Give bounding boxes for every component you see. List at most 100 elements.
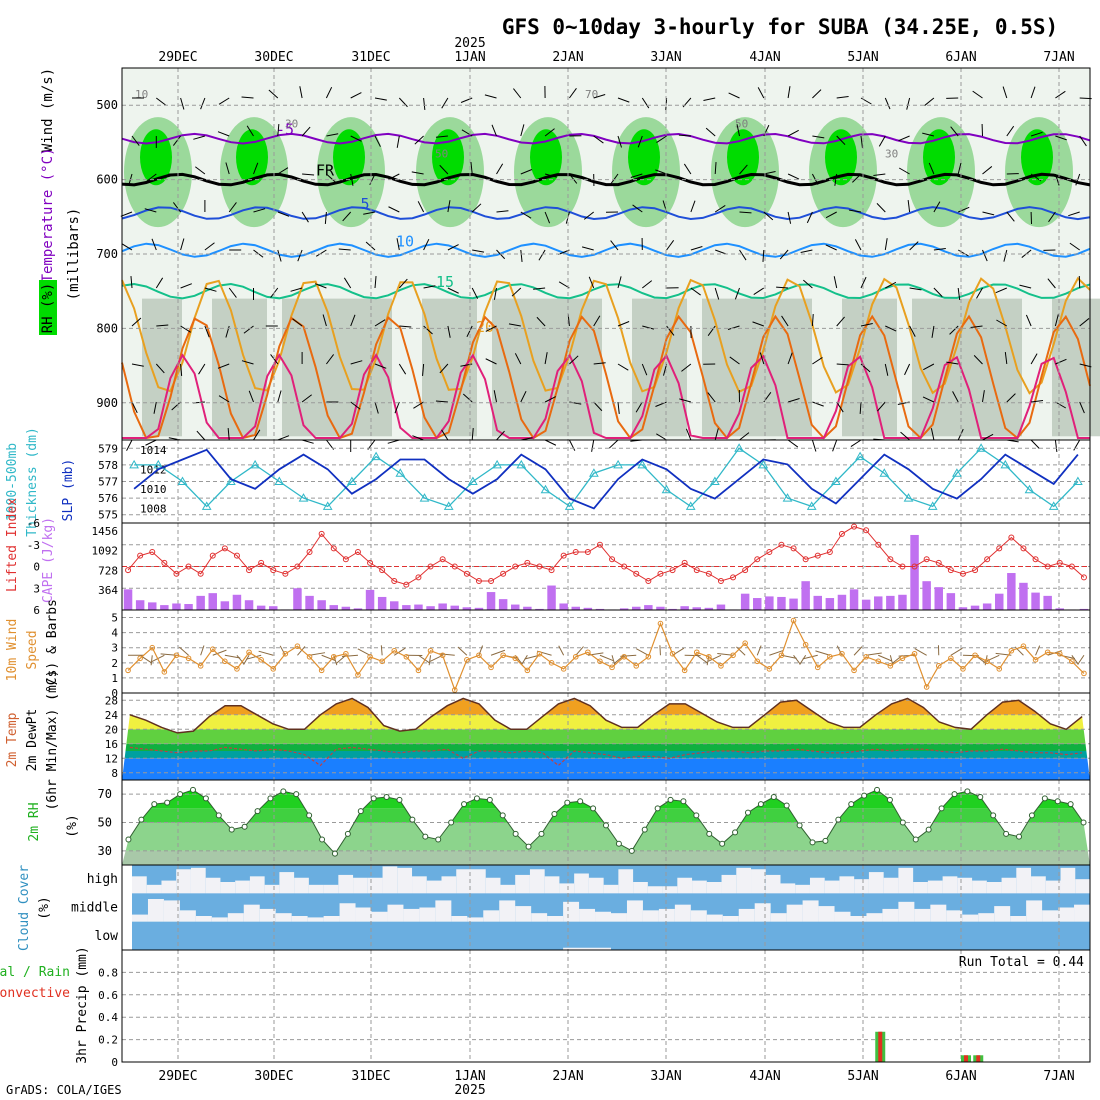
rh-shade-high <box>727 129 759 186</box>
wind-barb <box>950 647 963 656</box>
thickness-point <box>419 493 430 502</box>
wind-speed-point <box>742 640 748 647</box>
wind-speed-point <box>270 666 277 672</box>
wind-barb <box>802 654 818 660</box>
upper-wind-barb <box>1002 86 1008 99</box>
upper-wind-barb <box>398 363 407 375</box>
temp-tick-label: 8 <box>111 767 118 780</box>
upper-wind-barb <box>787 398 800 403</box>
bottom-date-label: 3JAN <box>650 1069 681 1084</box>
wind-barb <box>878 654 892 662</box>
cape-bar <box>656 606 665 610</box>
rh-point <box>306 812 313 819</box>
lifted-index-point <box>1020 545 1027 552</box>
cloud-high-bar <box>692 880 707 894</box>
lifted-index-point <box>330 545 337 552</box>
upper-wind-barb <box>496 430 505 441</box>
rh-point <box>874 786 881 793</box>
lifted-index-point <box>1008 534 1015 541</box>
isotherm-line <box>121 314 1091 440</box>
cape-bar <box>135 600 145 610</box>
upper-wind-barb <box>581 246 594 251</box>
lifted-index-point <box>911 563 918 570</box>
cloud-high-bar <box>235 880 250 894</box>
wind-speed-point <box>367 653 373 660</box>
lifted-index-point <box>935 559 942 566</box>
upper-wind-barb <box>995 287 1007 294</box>
cloud-middle-bar <box>818 906 835 922</box>
wind-speed-point <box>597 658 603 665</box>
wind-side-label-1: 10m Wind <box>5 619 20 682</box>
thickness-point <box>201 501 212 510</box>
wind-speed-point <box>209 646 216 653</box>
cape-bar <box>486 592 496 610</box>
cape-bar <box>184 604 193 610</box>
cloud-middle-bar <box>930 904 947 922</box>
wind-barb <box>1014 646 1024 656</box>
upper-wind-barb <box>228 202 237 213</box>
top-date-label: 5JAN <box>847 50 878 65</box>
upper-wind-barb <box>374 319 386 327</box>
rh-point <box>422 833 429 840</box>
cloud-high-bar <box>1060 867 1076 894</box>
upper-wind-barb <box>705 127 716 137</box>
rh-point <box>1041 795 1048 802</box>
lifted-index-point <box>354 549 361 555</box>
upper-wind-barb <box>617 401 620 414</box>
upper-wind-barb <box>970 325 983 328</box>
precip-tick-label: 0.4 <box>98 1011 118 1024</box>
upper-wind-barb <box>909 241 919 251</box>
cape-bar <box>874 596 883 610</box>
upper-wind-barb <box>302 173 315 176</box>
upper-wind-barb <box>982 249 988 262</box>
upper-wind-barb <box>544 128 555 137</box>
temperature-band <box>122 751 1090 759</box>
wind-speed-point <box>645 653 652 660</box>
upper-wind-barb <box>447 287 459 294</box>
thickness-point <box>153 459 164 469</box>
wind-barb <box>438 653 455 656</box>
upper-wind-barb <box>121 243 133 251</box>
upper-wind-barb <box>860 323 873 327</box>
upper-wind-barb <box>1030 131 1043 137</box>
wind-speed-point <box>839 650 845 657</box>
upper-wind-barb <box>787 439 799 448</box>
upper-wind-barb <box>930 428 935 441</box>
upper-wind-barb <box>544 439 557 446</box>
cloud-high-bar <box>279 872 295 894</box>
cloud-middle-bar <box>994 906 1011 922</box>
upper-wind-barb <box>806 211 813 224</box>
lifted-index-point <box>427 563 434 570</box>
upper-wind-barb <box>617 135 622 148</box>
upper-wind-barb <box>1079 363 1092 368</box>
wind-barb <box>297 646 306 656</box>
wind-speed-point <box>1069 658 1075 665</box>
upper-air-side-label-temp: Temperature (°C) <box>40 148 56 283</box>
upper-wind-barb <box>350 401 361 410</box>
cloud-tick-label: high <box>87 872 118 887</box>
upper-wind-barb <box>666 325 675 336</box>
thickness-point <box>831 476 841 485</box>
bottom-date-label: 5JAN <box>847 1069 878 1084</box>
upper-wind-barb <box>447 325 451 338</box>
upper-wind-barb <box>656 135 667 143</box>
upper-wind-barb <box>218 97 230 105</box>
wind-speed-point <box>609 664 615 671</box>
upper-wind-barb <box>268 89 279 99</box>
rh-side-label-1: 2m RH <box>27 802 42 841</box>
cape-bar <box>740 593 750 610</box>
lifted-index-point <box>633 570 640 577</box>
wind-speed-point <box>282 650 289 657</box>
rh-point <box>177 791 184 798</box>
rh-shade-low <box>492 298 562 437</box>
thickness-point <box>1048 501 1059 510</box>
upper-wind-barb <box>727 325 740 330</box>
wind-speed-point <box>935 663 942 669</box>
wind-speed-point <box>125 667 131 674</box>
rh-point <box>603 822 609 829</box>
cloud-high-bar <box>1075 879 1090 894</box>
precip-tick-label: 0 <box>111 1056 118 1069</box>
cloud-high-bar <box>249 876 265 894</box>
thickness-series-line <box>134 447 1079 508</box>
rh-contour-label: 50 <box>435 147 448 160</box>
